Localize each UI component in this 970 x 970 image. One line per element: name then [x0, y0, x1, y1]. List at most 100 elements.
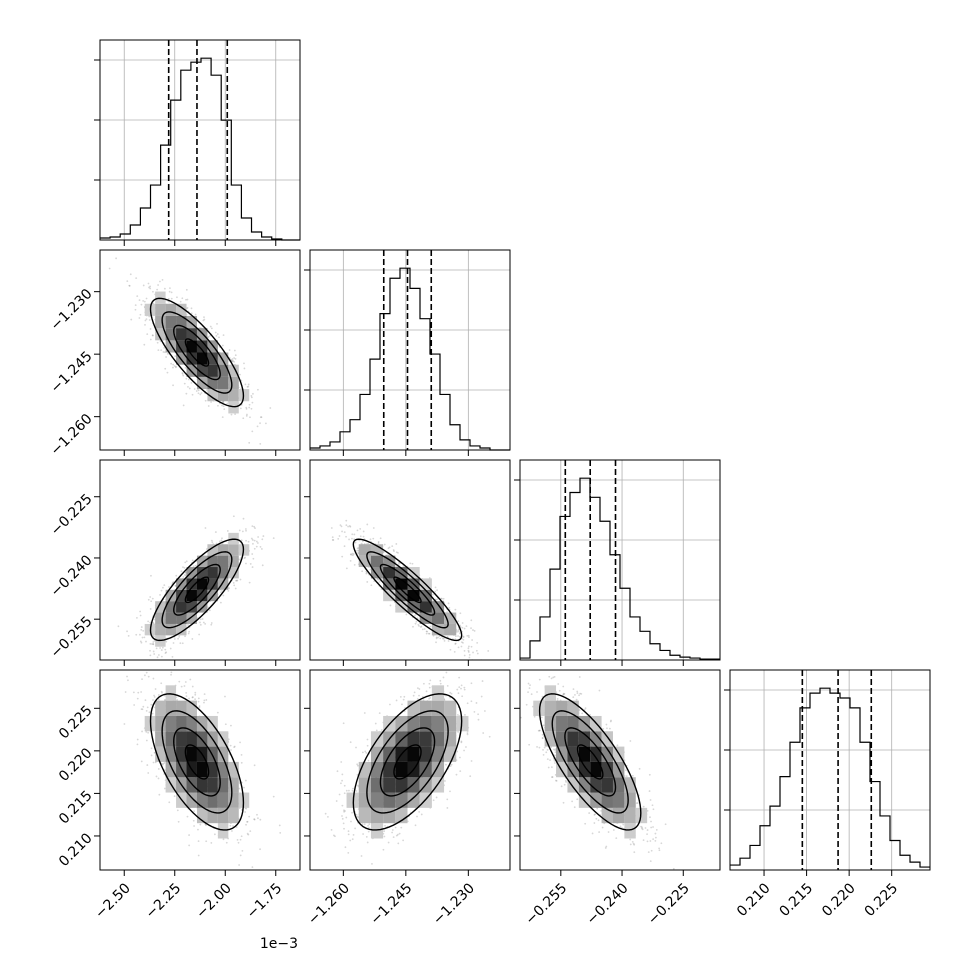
scatter-point: [193, 825, 195, 827]
scatter-point: [463, 654, 466, 657]
hist-1-bars: [310, 267, 510, 451]
scatter-point: [456, 631, 458, 633]
scatter-point: [467, 634, 470, 637]
scatter-point: [380, 588, 383, 591]
scatter-point: [204, 623, 207, 625]
scatter-point: [434, 586, 437, 589]
scatter-point: [127, 634, 130, 637]
scatter-point: [188, 387, 191, 390]
scatter-point: [142, 629, 145, 632]
scatter-point: [446, 635, 449, 638]
scatter-point: [278, 824, 281, 827]
scatter-point: [134, 304, 137, 307]
scatter-point: [427, 632, 430, 635]
scatter-point: [183, 685, 186, 687]
scatter-point: [202, 621, 205, 624]
scatter-point: [435, 636, 438, 639]
scatter-point: [458, 632, 461, 635]
scatter-point: [239, 741, 241, 744]
scatter-point: [210, 622, 213, 624]
contour-0-1-level-0: [184, 338, 210, 367]
density-cell: [155, 601, 166, 613]
scatter-point: [457, 635, 459, 637]
density-cell: [207, 364, 218, 377]
scatter-point: [362, 530, 365, 533]
scatter-point: [149, 285, 152, 288]
scatter-point: [471, 639, 474, 641]
scatter-point: [361, 540, 364, 543]
scatter-content-0-2: [117, 515, 275, 668]
scatter-point: [457, 646, 460, 649]
scatter-point: [222, 401, 225, 403]
scatter-point: [457, 628, 460, 631]
scatter-point: [366, 581, 369, 583]
scatter-point: [194, 691, 197, 694]
scatter-point: [240, 539, 243, 542]
scatter-point: [340, 525, 343, 528]
scatter-point: [241, 530, 244, 533]
scatter-point: [353, 538, 356, 541]
scatter-point: [151, 334, 154, 337]
scatter-point: [235, 579, 237, 582]
scatter-point: [246, 832, 249, 835]
scatter-point: [348, 524, 351, 527]
scatter-point: [140, 760, 143, 763]
scatter-point: [365, 570, 368, 573]
scatter-point: [185, 288, 188, 291]
scatter-point: [419, 626, 422, 628]
scatter-point: [349, 525, 352, 528]
scatter-point: [215, 542, 218, 545]
scatter-point: [175, 366, 177, 369]
density-cell: [186, 601, 197, 613]
scatter-point: [341, 530, 343, 533]
scatter-point: [170, 661, 172, 663]
scatter-point: [256, 425, 259, 428]
scatter-point: [188, 697, 190, 700]
density-cell: [383, 555, 396, 568]
scatter-point: [164, 694, 166, 697]
scatter-point: [188, 844, 191, 847]
scatter-point: [151, 597, 154, 600]
scatter-point: [160, 349, 163, 351]
scatter-point: [239, 373, 241, 376]
scatter-point: [149, 338, 152, 341]
scatter-point: [190, 312, 193, 315]
scatter-point: [361, 570, 364, 573]
scatter-point: [255, 540, 258, 543]
density-cell: [370, 544, 384, 556]
scatter-point: [428, 632, 431, 635]
scatter-point: [260, 548, 263, 550]
density-cell: [165, 612, 177, 624]
density-cell: [176, 601, 187, 613]
scatter-point: [461, 626, 464, 629]
scatter-point: [362, 535, 365, 538]
scatter-point: [395, 551, 398, 554]
density-cell: [176, 612, 187, 624]
scatter-point: [351, 533, 354, 536]
scatter-point: [223, 408, 226, 411]
scatter-point: [259, 546, 262, 548]
scatter-point: [376, 578, 379, 581]
scatter-point: [168, 586, 170, 588]
scatter-point: [345, 535, 347, 538]
density-cell: [228, 401, 239, 414]
scatter-point: [151, 334, 154, 337]
scatter-point: [165, 356, 167, 358]
scatter-point: [163, 346, 166, 349]
scatter-point: [152, 641, 155, 643]
density-cell: [165, 623, 177, 636]
scatter-point: [370, 584, 373, 587]
scatter-point: [183, 567, 186, 569]
scatter-point: [473, 630, 476, 632]
scatter-point: [108, 267, 111, 270]
scatter-point: [272, 537, 275, 540]
scatter-point: [435, 637, 438, 640]
scatter-point: [170, 291, 173, 294]
scatter-point: [351, 554, 354, 557]
scatter-point: [377, 542, 380, 545]
scatter-point: [145, 297, 148, 300]
scatter-point: [131, 666, 133, 668]
scatter-point: [170, 297, 173, 300]
scatter-point: [235, 826, 238, 828]
scatter-point: [222, 334, 225, 337]
